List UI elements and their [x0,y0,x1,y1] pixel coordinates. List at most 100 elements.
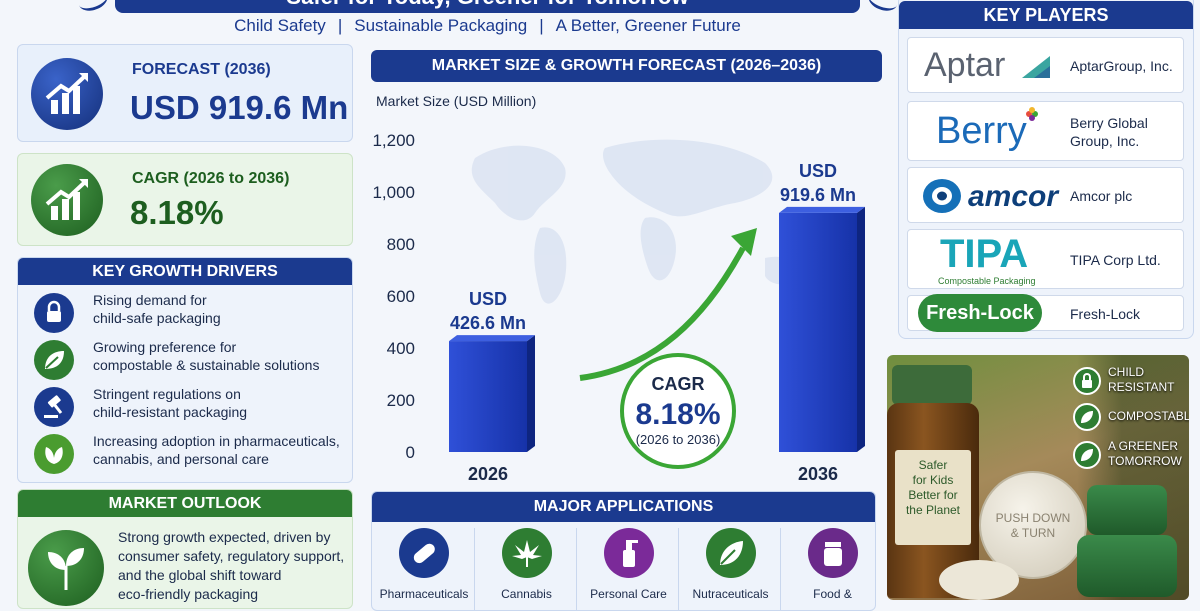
subtitle-part-1: Child Safety [234,16,326,35]
badge-greener-tomorrow: A GREENER TOMORROW [1073,439,1185,471]
white-cap-small [939,560,1019,600]
world-map-background [471,139,801,304]
bar-data-label: 426.6 Mn [450,313,526,333]
berry-logo-text: Berry [936,110,1027,152]
application-pharmaceuticals: Pharmaceuticals [372,528,476,610]
driver-line: Stringent regulations on [93,386,241,402]
aptar-logo-mark [1022,56,1050,78]
bar-top [779,206,865,213]
market-outlook-heading: MARKET OUTLOOK [18,490,352,517]
bottle-label-line: Better for [908,488,958,502]
gavel-icon [34,387,74,427]
x-tick-label: 2036 [798,464,838,484]
white-cap: PUSH DOWN & TURN [979,471,1087,579]
x-tick-label: 2026 [468,464,508,484]
page-title: Safer for Today, Greener for Tomorrow [115,0,860,13]
cagr-value: 8.18% [130,194,224,231]
fresh-lock-logo: Fresh-Lock [916,294,1056,332]
cagr-badge-circle [620,353,736,469]
growth-arrow-head [731,228,757,256]
player-name: AptarGroup, Inc. [1070,58,1173,74]
outlook-line: consumer safety, regulatory support, [118,548,345,564]
badge-text: A GREENER TOMORROW [1108,439,1188,469]
badge-text: COMPOSTABLE [1108,409,1189,424]
bars: USD 426.6 Mn 2026 USD 919.6 Mn 2036 [449,161,865,484]
bar-data-label: 919.6 Mn [780,185,856,205]
aptar-logo-text: Aptar [924,46,1006,84]
sprout-icon [28,530,104,606]
decor-arc-left [75,0,111,15]
driver-line: child-safe packaging [93,310,221,326]
application-cannabis: Cannabis [474,528,578,610]
pump-bottle-icon [603,528,654,578]
cagr-label: CAGR (2026 to 2036) [132,170,290,187]
key-players-heading: KEY PLAYERS [899,1,1193,29]
chart-up-icon [31,164,103,236]
driver-text: Rising demand for child-safe packaging [93,291,352,327]
key-players-card: KEY PLAYERS Aptar AptarGroup, Inc. Berry… [898,0,1194,339]
y-tick-label: 1,000 [372,183,415,202]
badge-compostable: COMPOSTABLE [1073,401,1189,433]
forecast-label: FORECAST (2036) [132,61,271,78]
subtitle-separator: | [539,16,544,35]
driver-line: child-resistant packaging [93,404,248,420]
fresh-lock-logo-text: Fresh-Lock [918,294,1042,332]
leaf-icon [1073,403,1101,431]
bar-data-label: USD [469,289,507,309]
driver-item: Increasing adoption in pharmaceuticals, c… [32,432,350,476]
application-food: Food & [780,528,875,610]
driver-line: cannabis, and personal care [93,451,269,467]
market-outlook-text: Strong growth expected, driven by consum… [118,528,352,604]
driver-item: Growing preference for compostable & sust… [32,338,350,382]
subtitle-part-3: A Better, Greener Future [555,16,741,35]
y-tick-label: 600 [387,287,415,306]
application-label: Food & [813,587,852,601]
driver-text: Increasing adoption in pharmaceuticals, c… [93,432,352,468]
driver-line: Increasing adoption in pharmaceuticals, [93,433,340,449]
berry-logo-mark [1026,107,1038,121]
bar-side [527,335,535,452]
player-aptar: Aptar AptarGroup, Inc. [907,37,1184,93]
player-name: Berry Global Group, Inc. [1070,115,1148,149]
player-name: Fresh-Lock [1070,306,1141,322]
application-label: Personal Care [590,587,667,601]
y-axis: 0 200 400 600 800 1,000 1,200 [372,131,415,462]
bar-2026 [449,341,527,452]
market-size-chart: 0 200 400 600 800 1,000 1,200 Market Size (USD… [372,93,865,484]
forecast-value: USD 919.6 Mn [130,89,349,126]
berry-logo: Berry [916,106,1056,154]
player-amcor: amcor Amcor plc [907,167,1184,223]
player-name: Amcor plc [1070,188,1133,204]
driver-line: compostable & sustainable solutions [93,357,320,373]
product-photo: Safer for Kids Better for the Planet PUS… [887,355,1189,600]
leaf-icon [34,340,74,380]
growth-drivers-heading: KEY GROWTH DRIVERS [18,258,352,285]
driver-text: Growing preference for compostable & sust… [93,338,352,374]
bottle-cap [892,365,972,405]
player-name: TIPA Corp Ltd. [1070,252,1161,268]
amcor-logo: amcor [916,172,1059,220]
market-outlook-card: MARKET OUTLOOK Strong growth expected, d… [17,489,353,609]
chart-heading: MARKET SIZE & GROWTH FORECAST (2026–2036… [371,50,882,82]
badge-line: TOMORROW [1108,454,1182,468]
player-tipa: TIPA Compostable Packaging TIPA Corp Ltd… [907,229,1184,289]
outlook-line: and the global shift toward [118,567,282,583]
green-cap [1077,535,1177,597]
amcor-logo-text: amcor [968,180,1059,213]
application-nutraceuticals: Nutraceuticals [678,528,782,610]
growth-arrow [579,246,746,381]
player-berry: Berry Berry Global Group, Inc. [907,101,1184,161]
bottle-label-line: for Kids [912,473,954,487]
y-tick-label: 800 [387,235,415,254]
player-fresh-lock: Fresh-Lock Fresh-Lock [907,294,1184,332]
bottle-label: Safer for Kids Better for the Planet [895,450,971,545]
y-tick-label: 200 [387,391,415,410]
y-axis-label: Market Size (USD Million) [376,93,536,109]
application-personal-care: Personal Care [576,528,680,610]
driver-line: Rising demand for [93,292,207,308]
amcor-logo-mark [923,179,961,213]
bar-data-label: USD [799,161,837,181]
decor-arc-right [865,0,901,15]
subtitle-part-2: Sustainable Packaging [354,16,528,35]
driver-item: Rising demand for child-safe packaging [32,291,350,335]
